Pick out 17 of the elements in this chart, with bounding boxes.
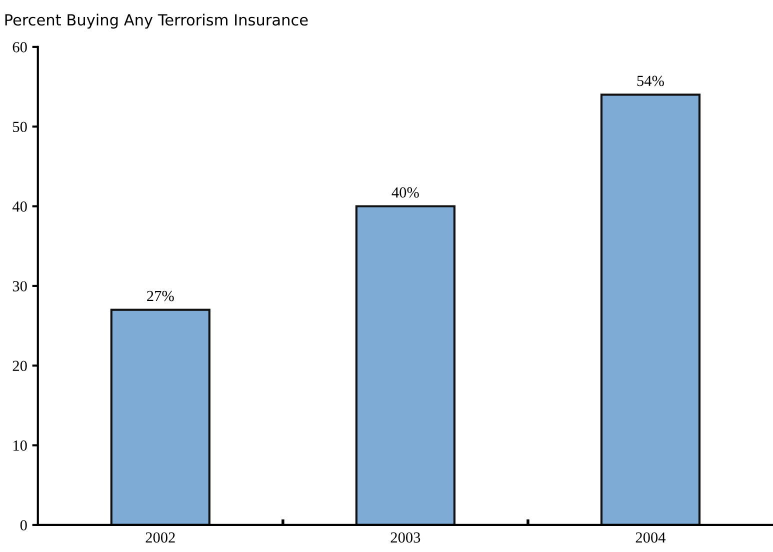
y-tick-label: 40 [12,201,27,212]
y-tick-label: 0 [20,520,27,530]
chart-title: Percent Buying Any Terrorism Insurance [5,14,308,29]
y-tick-label: 60 [12,42,27,52]
y-tick-label: 30 [12,281,27,292]
bar [600,94,701,525]
x-tick-label: 2004 [636,532,666,543]
bar [355,205,456,525]
data-label: 27% [147,290,174,302]
bar [110,308,210,525]
data-label: 54% [637,76,664,86]
y-tick-label: 20 [12,360,27,372]
y-tick-label: 10 [14,440,27,451]
data-label: 40% [392,187,419,198]
y-tick-label: 50 [13,122,27,132]
x-tick-label: 2002 [146,532,175,543]
x-tick-label: 2003 [390,532,420,543]
